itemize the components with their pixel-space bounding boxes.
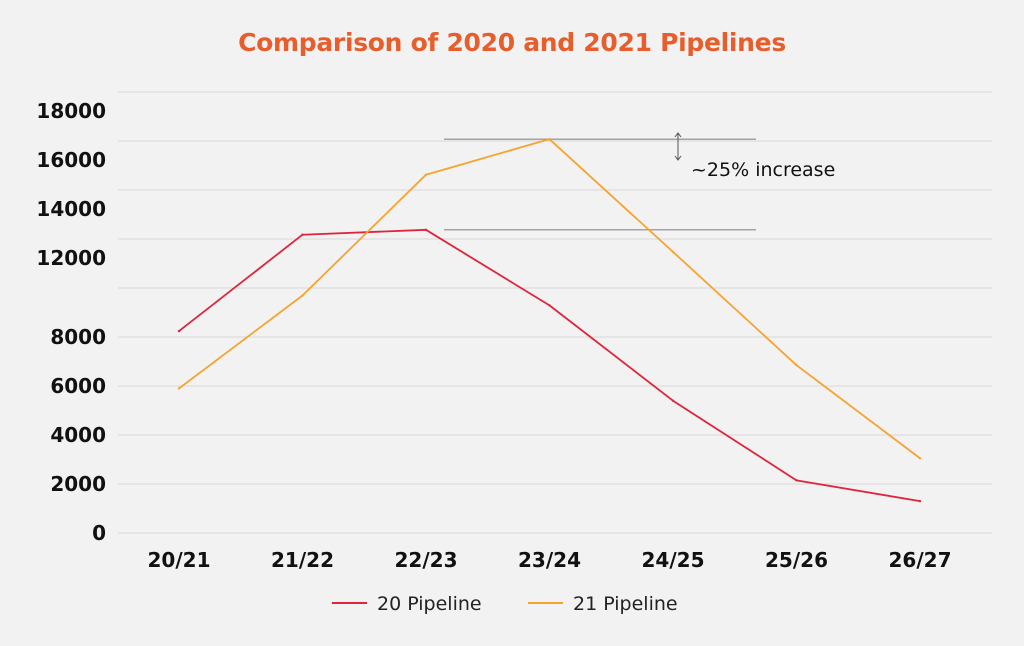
y-tick-label: 4000	[50, 423, 106, 447]
data-point	[795, 479, 798, 482]
y-tick-label: 2000	[50, 472, 106, 496]
y-tick-label: 0	[92, 521, 106, 545]
y-tick-label: 6000	[50, 374, 106, 398]
x-tick-label: 20/21	[148, 548, 211, 572]
y-tick-label: 16000	[36, 148, 106, 172]
x-axis-ticks: 20/21 21/22 22/23 23/24 24/25 25/26 26/27	[148, 548, 952, 572]
data-point	[918, 499, 922, 503]
annotation-arrow-head-up	[674, 132, 682, 138]
legend-label: 21 Pipeline	[573, 593, 678, 615]
data-point	[301, 233, 304, 236]
y-tick-label: 18000	[36, 99, 106, 123]
annotation-arrow-head-down	[674, 155, 682, 161]
data-point	[548, 137, 551, 141]
series-lines	[177, 137, 922, 503]
data-point	[177, 387, 181, 390]
increase-annotation: ~25% increase	[444, 132, 835, 231]
x-tick-label: 24/25	[642, 548, 705, 572]
legend: 20 Pipeline 21 Pipeline	[332, 593, 678, 615]
grid-lines	[118, 91, 992, 534]
y-tick-label: 8000	[50, 325, 106, 349]
x-tick-label: 23/24	[518, 548, 581, 572]
data-point	[424, 173, 428, 176]
data-point	[671, 399, 675, 402]
series-line-21-pipeline	[178, 138, 921, 459]
data-point	[548, 304, 551, 307]
x-tick-label: 26/27	[889, 548, 952, 572]
y-axis-ticks: 0 2000 4000 6000 8000 12000 14000 16000 18000	[36, 99, 106, 545]
y-tick-label: 12000	[36, 246, 106, 270]
data-point	[918, 457, 922, 460]
chart-title: Comparison of 2020 and 2021 Pipelines	[238, 28, 786, 57]
x-tick-label: 21/22	[271, 548, 334, 572]
data-point	[177, 329, 181, 333]
x-tick-label: 25/26	[765, 548, 828, 572]
series-line-20-pipeline	[178, 228, 921, 503]
x-tick-label: 22/23	[395, 548, 458, 572]
data-point	[671, 250, 675, 254]
data-point	[424, 228, 428, 232]
legend-label: 20 Pipeline	[377, 593, 482, 615]
y-tick-label: 14000	[36, 197, 106, 221]
annotation-label: ~25% increase	[691, 159, 835, 181]
data-point	[301, 294, 304, 297]
data-point	[795, 363, 798, 367]
